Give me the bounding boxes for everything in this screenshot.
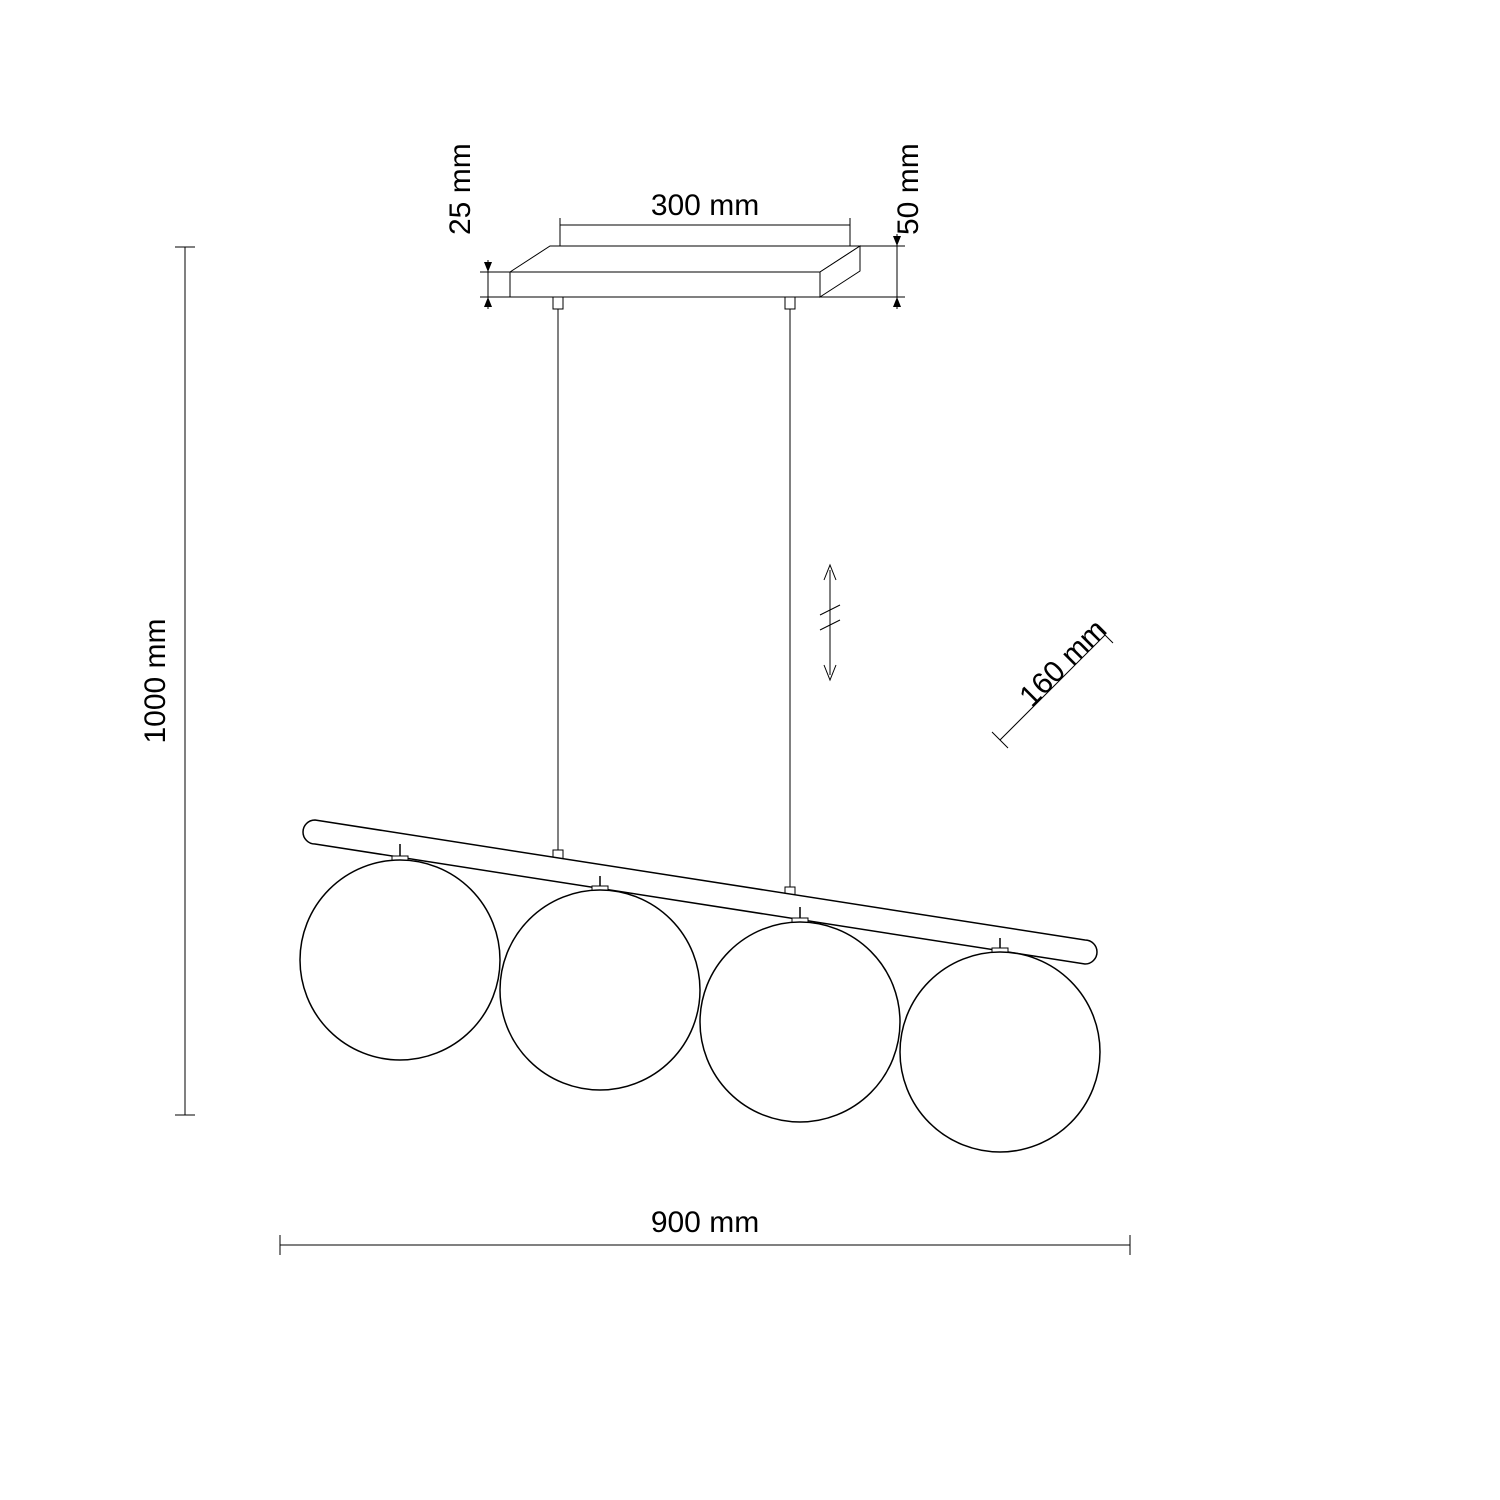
dim-total-width: 900 mm — [280, 1206, 1130, 1255]
dim-globe-diameter: 160 mm — [992, 613, 1113, 748]
suspension-wires — [558, 309, 790, 887]
dim-globe-diameter-label: 160 mm — [1013, 613, 1113, 713]
globe-4 — [900, 952, 1100, 1152]
dim-total-height-label: 1000 mm — [139, 618, 172, 743]
adjustable-length-arrow — [820, 565, 840, 680]
wire-connectors — [553, 297, 795, 309]
dim-canopy-depth-label: 50 mm — [892, 143, 925, 235]
dim-total-height: 1000 mm — [139, 247, 195, 1115]
dim-canopy-width: 300 mm — [560, 189, 850, 246]
technical-drawing: 1000 mm 900 mm 300 mm 25 mm — [0, 0, 1500, 1500]
dim-total-width-label: 900 mm — [651, 1206, 759, 1239]
globe-1 — [300, 860, 500, 1060]
globe-2 — [500, 890, 700, 1090]
dim-canopy-width-label: 300 mm — [651, 189, 759, 222]
dim-canopy-height-label: 25 mm — [444, 143, 477, 235]
dim-canopy-height: 25 mm — [444, 143, 510, 309]
globe-3 — [700, 922, 900, 1122]
ceiling-canopy — [510, 246, 860, 297]
